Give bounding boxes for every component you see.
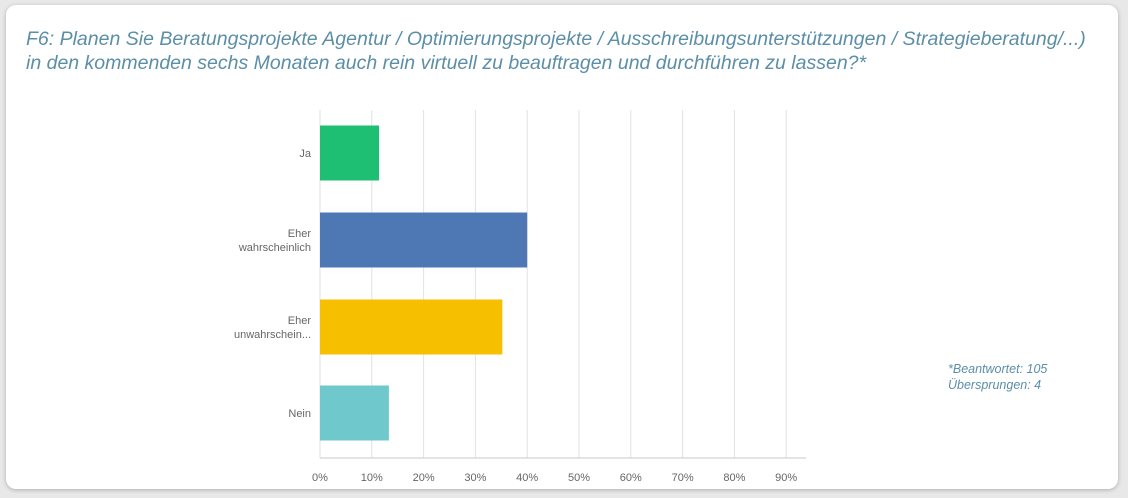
category-label: Ja (299, 148, 312, 160)
x-tick-label: 70% (672, 472, 694, 484)
bar (320, 125, 380, 181)
x-tick-label: 90% (775, 472, 797, 484)
answered-count: *Beantwortet: 105 (948, 362, 1048, 376)
skipped-count: Übersprungen: 4 (948, 378, 1042, 392)
x-tick-label: 0% (312, 472, 328, 484)
x-tick-label: 30% (464, 472, 486, 484)
x-tick-label: 10% (361, 472, 383, 484)
category-label: Nein (288, 408, 311, 420)
bar (320, 212, 528, 268)
x-tick-label: 80% (723, 472, 745, 484)
x-tick-label: 60% (620, 472, 642, 484)
category-label: Eher unwahrschein... (234, 315, 311, 341)
question-title: F6: Planen Sie Beratungsprojekte Agentur… (26, 28, 1086, 74)
response-stats: *Beantwortet: 105 Übersprungen: 4 (948, 361, 1047, 393)
x-tick-label: 20% (413, 472, 435, 484)
x-tick-label: 40% (516, 472, 538, 484)
question-card: F6: Planen Sie Beratungsprojekte Agentur… (6, 5, 1118, 489)
category-label: Eher wahrscheinlich (238, 228, 311, 254)
bar (320, 299, 503, 355)
bar (320, 385, 389, 441)
x-tick-label: 50% (568, 472, 590, 484)
